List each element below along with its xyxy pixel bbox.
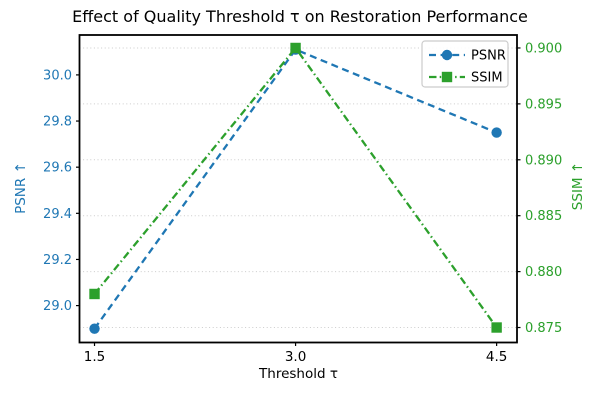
left-tick-label: 29.8	[43, 115, 72, 130]
x-tick-label: 3.0	[285, 349, 306, 365]
chart-title: Effect of Quality Threshold τ on Restora…	[72, 7, 528, 26]
psnr-data-point-0	[89, 323, 100, 334]
right-tick-label: 0.875	[525, 321, 562, 336]
ssim-line	[93, 46, 498, 329]
right-tick-label: 0.890	[525, 153, 562, 168]
x-tick-label: 1.5	[84, 349, 105, 365]
psnr-line	[93, 48, 498, 330]
left-tick-label: 29.4	[43, 207, 72, 222]
right-y-axis-label: SSIM ↑	[570, 161, 586, 211]
left-tick-label: 29.0	[43, 299, 72, 314]
x-axis-label: Threshold τ	[259, 366, 338, 382]
legend-label-psnr: PSNR	[471, 49, 506, 64]
legend-marker-ssim	[441, 71, 453, 83]
right-tick-label: 0.895	[525, 97, 562, 112]
ssim-data-point-2	[491, 322, 502, 333]
ssim-data-point-0	[89, 288, 100, 300]
right-tick-label: 0.880	[525, 265, 562, 280]
ssim-data-point-1	[290, 42, 301, 54]
left-y-axis-label: PSNR ↑	[13, 162, 29, 214]
left-tick-label: 29.6	[43, 161, 72, 176]
left-tick-label: 29.2	[43, 253, 72, 268]
left-tick-label: 30.0	[43, 68, 72, 83]
x-tick-label: 4.5	[486, 349, 507, 365]
plot-border	[78, 34, 518, 344]
legend-marker-psnr	[441, 49, 453, 61]
legend-label-ssim: SSIM	[471, 71, 503, 86]
right-tick-label: 0.885	[525, 209, 562, 224]
right-tick-label: 0.900	[525, 41, 562, 56]
psnr-data-point-2	[491, 127, 502, 138]
